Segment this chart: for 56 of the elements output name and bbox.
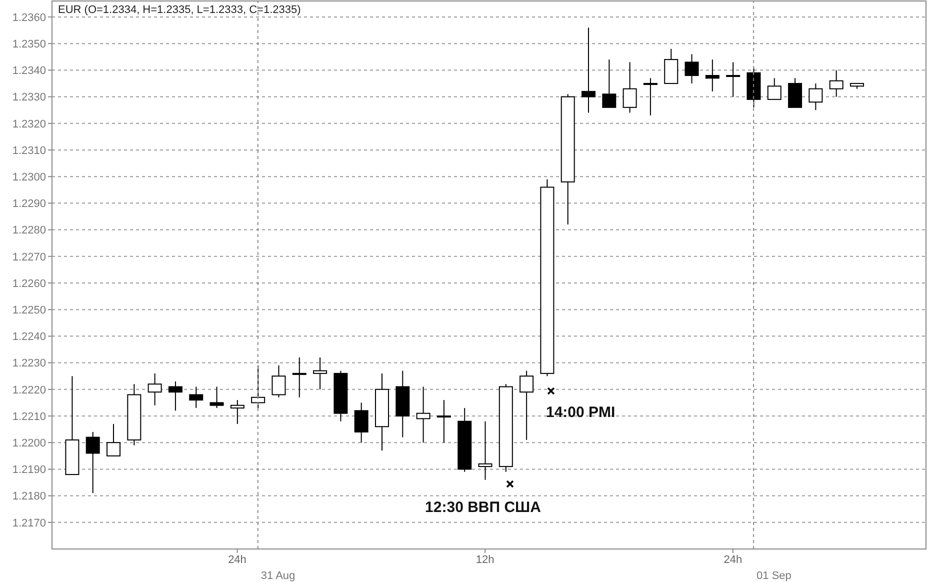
candlestick <box>767 78 782 100</box>
y-tick-label: 1.2240 <box>12 331 46 344</box>
candlestick <box>251 364 266 409</box>
candlestick <box>726 62 740 98</box>
candlestick <box>582 27 596 114</box>
y-tick-label: 1.2280 <box>12 224 46 237</box>
candlestick <box>313 356 328 390</box>
text: 01 Sep <box>756 570 792 582</box>
candlestick <box>705 59 720 92</box>
candlestick <box>292 356 306 398</box>
candlestick <box>602 59 616 108</box>
y-tick-label: 1.2200 <box>12 437 46 450</box>
y-tick-label: 1.2300 <box>12 171 46 184</box>
candlestick <box>684 54 699 84</box>
candlestick <box>643 78 658 116</box>
y-tick-label: 1.2310 <box>12 144 46 157</box>
y-tick-label: 1.2320 <box>12 118 46 130</box>
x-tick-label: 24h <box>228 554 246 566</box>
candlestick <box>230 400 244 424</box>
candlestick <box>168 380 182 412</box>
candlestick <box>829 70 844 98</box>
candlestick <box>272 364 286 398</box>
y-tick-label: 1.2270 <box>12 251 46 264</box>
candlestick <box>664 48 678 84</box>
candlestick <box>189 386 204 409</box>
candlestick <box>808 82 823 111</box>
annotation: 14:00 PMI <box>546 404 616 421</box>
y-tick-label: 1.2360 <box>12 12 46 24</box>
candlestick <box>106 423 121 456</box>
candlestick <box>520 370 534 440</box>
candlestick <box>622 62 637 114</box>
candlestick <box>354 402 368 444</box>
candlestick <box>788 78 802 108</box>
candlestick <box>436 400 451 444</box>
y-tick-label: 1.2170 <box>12 517 46 530</box>
x-tick-label: 24h <box>724 554 742 566</box>
y-tick-label: 1.2210 <box>12 410 46 423</box>
candlestick <box>416 386 430 444</box>
text: 31 Aug <box>260 570 296 582</box>
annotation: 12:30 ВВП США <box>425 499 542 516</box>
y-tick-label: 1.2220 <box>12 384 46 396</box>
y-tick-label: 1.2180 <box>12 490 46 503</box>
y-tick-label: 1.2230 <box>12 358 46 370</box>
y-tick-label: 1.2260 <box>12 278 46 290</box>
y-tick-label: 1.2290 <box>12 198 46 210</box>
y-tick-label: 1.2330 <box>12 92 46 104</box>
candlestick <box>148 372 162 406</box>
y-tick-label: 1.2340 <box>12 65 46 78</box>
x-tick-label: 12h <box>476 554 494 566</box>
candlestick <box>210 386 224 409</box>
candlestick <box>478 420 492 480</box>
chart-title: EUR (O=1.2334, H=1.2335, L=1.2333, C=1.2335) <box>58 4 301 16</box>
y-tick-label: 1.2350 <box>12 38 46 50</box>
y-tick-label: 1.2190 <box>12 464 46 476</box>
y-tick-label: 1.2250 <box>12 304 46 316</box>
candlestick <box>86 431 100 494</box>
